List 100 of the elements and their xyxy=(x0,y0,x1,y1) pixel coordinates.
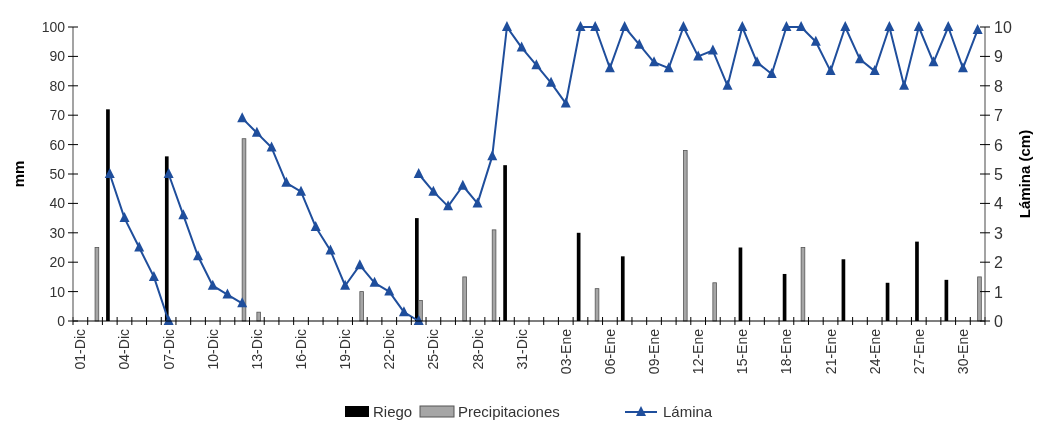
x-tick-label: 07-Dic xyxy=(160,329,177,370)
x-tick-label: 31-Dic xyxy=(513,329,530,370)
y-tick-label: 70 xyxy=(49,107,66,124)
point xyxy=(148,270,159,281)
point xyxy=(237,112,248,123)
point xyxy=(913,21,924,31)
bar xyxy=(977,276,982,322)
x-tick-label: 15-Ene xyxy=(734,328,751,375)
y-tick-label: 10 xyxy=(49,283,66,300)
bar xyxy=(683,150,688,322)
y2-axis-title: Lámina (cm) xyxy=(1016,129,1033,219)
point xyxy=(207,279,218,290)
x-tick-label: 19-Dic xyxy=(337,329,354,370)
y-tick-label: 30 xyxy=(49,224,66,241)
point xyxy=(634,38,645,49)
y2-tick-label: 6 xyxy=(994,136,1003,154)
point xyxy=(193,250,204,261)
y2-tick-label: 2 xyxy=(994,254,1003,272)
point xyxy=(134,241,145,252)
point xyxy=(354,259,365,270)
x-tick-label: 06-Ene xyxy=(601,328,618,375)
point xyxy=(590,21,601,31)
point xyxy=(693,50,704,61)
point xyxy=(340,279,351,290)
point xyxy=(398,306,409,317)
x-tick-label: 10-Dic xyxy=(204,329,221,370)
point xyxy=(884,21,895,31)
point xyxy=(237,297,248,308)
point xyxy=(369,276,380,287)
point xyxy=(766,68,777,79)
legend-label: Precipitaciones xyxy=(458,403,560,420)
bar xyxy=(491,229,497,322)
x-tick-label: 01-Dic xyxy=(72,329,89,370)
point xyxy=(384,285,395,296)
point xyxy=(928,56,939,67)
x-tick-label: 09-Ene xyxy=(646,328,663,375)
y2-tick-label: 0 xyxy=(994,313,1003,330)
y2-tick-label: 7 xyxy=(994,107,1003,125)
point xyxy=(487,150,498,161)
bar xyxy=(359,291,364,322)
y-tick-label: 40 xyxy=(49,195,66,212)
point xyxy=(501,21,512,31)
point xyxy=(972,23,983,34)
bar xyxy=(418,300,423,322)
point xyxy=(796,21,807,31)
point xyxy=(722,79,733,90)
bar xyxy=(94,247,100,322)
x-tick-label: 22-Dic xyxy=(381,329,398,370)
x-tick-label: 13-Dic xyxy=(248,329,265,370)
point xyxy=(251,126,262,137)
point xyxy=(310,220,321,231)
point xyxy=(104,168,115,178)
point xyxy=(178,209,189,220)
y2-tick-label: 4 xyxy=(994,195,1003,213)
point xyxy=(649,56,660,67)
y-tick-label: 0 xyxy=(57,313,66,329)
point xyxy=(781,21,792,31)
point xyxy=(516,41,527,52)
bar xyxy=(256,311,261,322)
x-tick-label: 04-Dic xyxy=(116,329,133,370)
point xyxy=(752,56,762,67)
point xyxy=(943,21,954,31)
point xyxy=(531,59,542,70)
point xyxy=(840,21,851,31)
point xyxy=(296,185,306,196)
y-tick-label: 50 xyxy=(49,166,66,182)
point xyxy=(899,79,910,90)
point xyxy=(325,244,336,255)
point xyxy=(810,35,821,46)
point xyxy=(737,21,748,31)
y-tick-label: 20 xyxy=(49,254,66,271)
point xyxy=(413,168,424,178)
point xyxy=(443,200,454,211)
x-tick-label: 03-Ene xyxy=(557,328,574,375)
point xyxy=(266,141,277,152)
point xyxy=(281,176,292,187)
point xyxy=(663,62,674,73)
x-tick-label: 30-Ene xyxy=(954,328,971,375)
y2-tick-label: 8 xyxy=(994,77,1003,95)
y2-tick-label: 1 xyxy=(994,283,1003,301)
y-tick-label: 80 xyxy=(49,77,66,94)
y-axis-title: mm xyxy=(10,160,27,188)
point xyxy=(619,21,630,31)
x-tick-label: 28-Dic xyxy=(469,329,486,370)
point xyxy=(854,53,865,64)
point xyxy=(575,21,586,31)
point xyxy=(457,179,468,190)
y2-tick-label: 3 xyxy=(994,224,1003,242)
x-tick-label: 25-Dic xyxy=(425,329,442,370)
point xyxy=(546,76,557,87)
point xyxy=(604,62,615,73)
point xyxy=(825,65,836,76)
point xyxy=(119,212,130,223)
point xyxy=(560,97,571,108)
x-tick-label: 12-Ene xyxy=(690,328,707,375)
x-tick-label: 21-Ene xyxy=(822,328,839,375)
bar xyxy=(462,276,467,322)
y-tick-label: 100 xyxy=(41,19,66,35)
x-tick-label: 16-Dic xyxy=(293,329,309,370)
y-tick-label: 60 xyxy=(49,136,66,153)
